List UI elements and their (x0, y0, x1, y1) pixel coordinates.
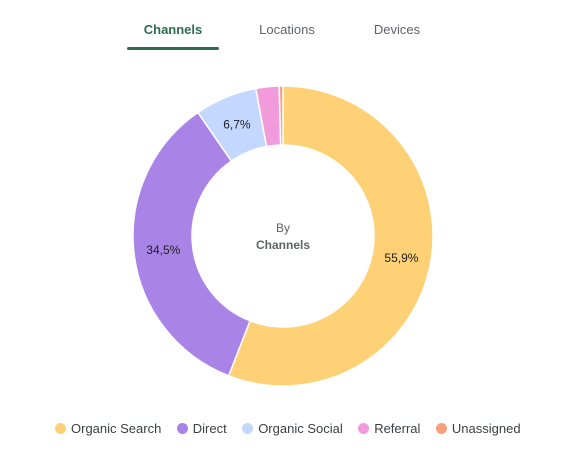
legend-item-organic-social[interactable]: Organic Social (242, 421, 343, 436)
slice-value-label: 34,5% (146, 243, 180, 257)
active-tab-indicator (127, 47, 219, 50)
legend-label: Direct (192, 421, 227, 436)
legend-swatch (176, 423, 188, 434)
legend-item-direct[interactable]: Direct (176, 421, 227, 436)
legend-swatch (358, 423, 370, 434)
tab-channels[interactable]: Channels (143, 22, 203, 37)
center-label-dimension: Channels (256, 238, 310, 252)
tab-bar: Channels Locations Devices (0, 0, 565, 52)
slice-direct[interactable] (132, 111, 252, 377)
center-label-prefix: By (276, 221, 290, 235)
chart-legend: Organic Search Direct Organic Social Ref… (55, 421, 532, 439)
slice-value-label: 55,9% (384, 251, 418, 265)
slice-unassigned[interactable] (278, 85, 284, 146)
legend-swatch (435, 423, 447, 434)
donut-chart: 55,9% 34,5% 6,7% By Channels (132, 85, 434, 387)
legend-item-organic-search[interactable]: Organic Search (55, 421, 161, 436)
tab-locations[interactable]: Locations (259, 22, 315, 37)
slice-organic-search[interactable] (227, 85, 434, 387)
legend-item-unassigned[interactable]: Unassigned (435, 421, 521, 436)
slice-value-label: 6,7% (223, 118, 251, 132)
legend-swatch (55, 423, 66, 434)
legend-item-referral[interactable]: Referral (358, 421, 420, 436)
legend-label: Organic Social (258, 421, 343, 436)
legend-label: Referral (374, 421, 421, 436)
tab-devices[interactable]: Devices (373, 22, 421, 37)
legend-label: Unassigned (451, 421, 521, 436)
legend-label: Organic Search (71, 421, 162, 436)
legend-swatch (242, 423, 254, 434)
